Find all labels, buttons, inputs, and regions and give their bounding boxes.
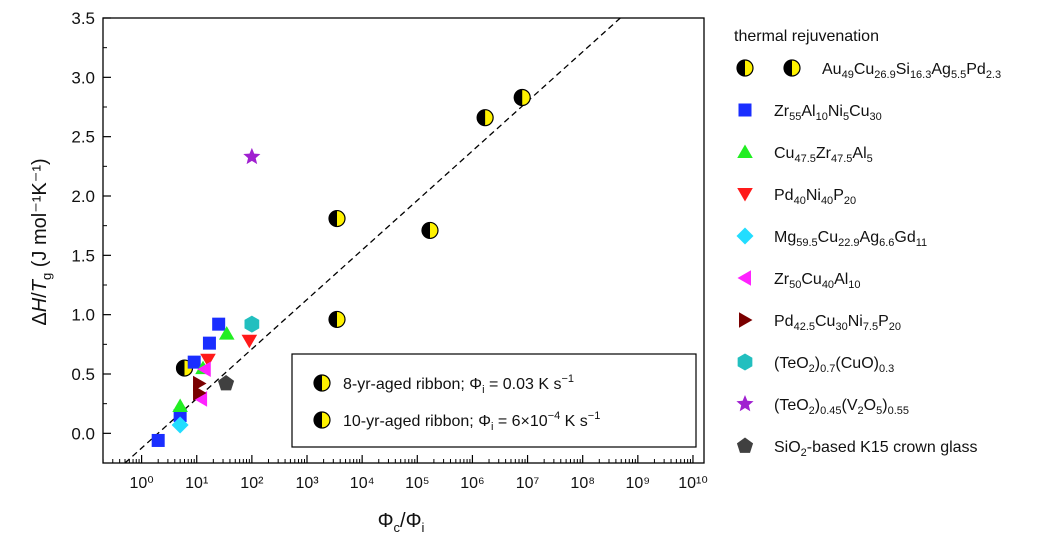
data-point xyxy=(151,433,165,447)
data-point xyxy=(217,374,235,391)
data-point xyxy=(172,398,188,413)
y-tick-label: 1.0 xyxy=(71,306,95,325)
data-point xyxy=(173,409,187,423)
legend-title: thermal rejuvenation xyxy=(734,28,879,45)
x-tick-label: 10¹ xyxy=(185,475,208,492)
legend-marker xyxy=(737,353,753,371)
legend-label-tecu: (TeO2)0.7(CuO)0.3 xyxy=(774,355,894,375)
fit-line xyxy=(124,18,622,463)
axes: 0.0 0.5 1.0 1.5 2.0 2.5 3.0 3.5 10⁰ 10¹ 10² 10³ 10⁴ 1… xyxy=(71,9,707,492)
data-point xyxy=(241,334,258,349)
x-tick-label: 10⁵ xyxy=(405,475,429,492)
x-tick-label: 10⁰ xyxy=(129,475,153,492)
legend-label-pd42: Pd42.5Cu30Ni7.5P20 xyxy=(774,313,901,333)
legend-marker xyxy=(783,59,801,77)
data-point xyxy=(328,209,346,228)
y-axis-label: ΔH/Tg (J mol⁻¹K⁻¹) xyxy=(29,158,54,325)
inset-legend-marker xyxy=(313,411,331,429)
y-tick-label: 2.0 xyxy=(71,187,95,206)
legend-marker xyxy=(738,103,752,117)
legend-label-zr50: Zr50Cu40Al10 xyxy=(774,271,861,291)
x-tick-label: 10⁷ xyxy=(516,475,540,492)
legend-label-cu: Cu47.5Zr47.5Al5 xyxy=(774,145,873,165)
data-point xyxy=(202,336,216,350)
legend-label-zr55: Zr55Al10Ni5Cu30 xyxy=(774,103,882,123)
inset-legend-marker xyxy=(313,374,331,392)
y-tick-label: 1.5 xyxy=(71,246,95,265)
x-tick-label: 10³ xyxy=(295,475,319,492)
data-point xyxy=(200,353,216,368)
inset-marker-10yr xyxy=(313,411,331,429)
legend-marker xyxy=(737,188,753,202)
legend-label-pd40: Pd40Ni40P20 xyxy=(774,187,856,207)
legend-label-tev: (TeO2)0.45(V2O5)0.55 xyxy=(774,397,909,417)
x-tick-label: 10² xyxy=(240,475,264,492)
data-point xyxy=(421,221,439,240)
y-tick-label: 0.0 xyxy=(71,424,95,443)
data-points xyxy=(151,88,531,447)
legend-marker xyxy=(737,144,753,158)
x-tick-label: 10⁸ xyxy=(570,475,595,492)
legend-label-au: Au49Cu26.9Si16.3Ag5.5Pd2.3 xyxy=(822,61,1001,81)
data-point xyxy=(187,355,201,369)
x-tick-label: 10⁴ xyxy=(350,475,375,492)
inset-legend: 8-yr-aged ribbon; Φi = 0.03 K s−1 10-yr-… xyxy=(291,353,697,448)
plot-content xyxy=(124,18,622,463)
legend-marker xyxy=(736,227,754,245)
legend: thermal rejuvenation Au49Cu26.9Si16.3Ag5… xyxy=(734,28,1001,459)
y-tick-label: 2.5 xyxy=(71,128,95,147)
y-tick-label: 0.5 xyxy=(71,365,95,384)
inset-marker-8yr xyxy=(313,374,331,392)
legend-label-mg: Mg59.5Cu22.9Ag6.6Gd11 xyxy=(774,229,927,249)
legend-marker xyxy=(737,270,751,286)
x-tick-label: 10⁶ xyxy=(460,475,484,492)
data-point xyxy=(212,317,226,331)
data-point xyxy=(476,109,494,127)
data-point xyxy=(244,315,260,333)
inset-label-8yr: 8-yr-aged ribbon; Φi = 0.03 K s−1 xyxy=(343,373,574,396)
data-point xyxy=(197,361,211,378)
data-point xyxy=(193,391,208,407)
y-tick-label: 3.5 xyxy=(71,9,95,28)
legend-marker xyxy=(736,59,754,77)
data-point xyxy=(243,147,261,165)
x-tick-label: 10¹⁰ xyxy=(678,475,708,492)
legend-marker xyxy=(739,312,753,328)
legend-marker xyxy=(736,395,754,412)
data-point xyxy=(218,326,235,340)
inset-legend-box xyxy=(291,353,697,448)
legend-markers xyxy=(736,59,801,453)
data-point xyxy=(328,310,346,329)
x-axis-label: Φc/Φi xyxy=(378,510,425,535)
x-tick-label: 10⁹ xyxy=(626,475,651,492)
inset-label-10yr: 10-yr-aged ribbon; Φi = 6×10−4 K s−1 xyxy=(343,410,600,433)
data-point xyxy=(513,88,531,107)
legend-label-sio2: SiO2-based K15 crown glass xyxy=(774,439,978,459)
plot-frame xyxy=(102,17,705,464)
data-point xyxy=(171,416,189,434)
y-tick-label: 3.0 xyxy=(71,68,95,87)
legend-marker xyxy=(736,437,754,453)
data-point xyxy=(193,375,207,392)
